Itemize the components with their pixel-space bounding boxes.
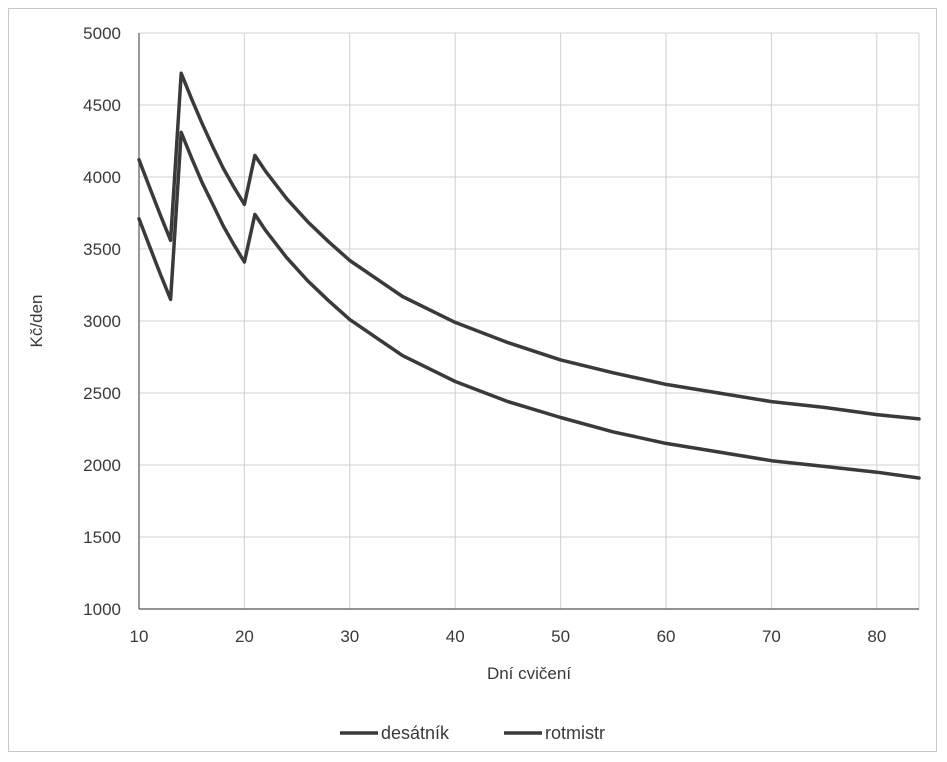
x-tick-label: 80 [867,627,886,646]
y-tick-label: 4000 [83,168,121,187]
chart-frame [8,8,937,752]
y-tick-label: 1500 [83,528,121,547]
y-tick-label: 2000 [83,456,121,475]
gridlines [138,32,920,610]
tick-labels: 1000 1500 2000 2500 3000 3500 4000 4500 5000 10 20… [83,24,886,646]
x-tick-label: 10 [130,627,149,646]
x-tick-label: 60 [657,627,676,646]
series-line-1 [137,71,921,421]
y-axis-title: Kč/den [27,295,46,348]
legend: desátník rotmistr [340,723,605,743]
y-tick-label: 4500 [83,96,121,115]
y-tick-label: 2500 [83,384,121,403]
x-tick-label: 30 [340,627,359,646]
y-tick-label: 1000 [83,600,121,619]
y-tick-label: 3000 [83,312,121,331]
y-tick-label: 3500 [83,240,121,259]
x-tick-label: 20 [235,627,254,646]
y-tick-label: 5000 [83,24,121,43]
legend-label-0: desátník [381,723,450,743]
x-tick-label: 50 [551,627,570,646]
x-axis-title: Dní cvičení [487,664,571,683]
x-tick-label: 70 [762,627,781,646]
series-lines [137,71,921,480]
legend-label-1: rotmistr [545,723,605,743]
series-line-0 [137,130,921,480]
axes [138,33,919,610]
x-tick-label: 40 [446,627,465,646]
